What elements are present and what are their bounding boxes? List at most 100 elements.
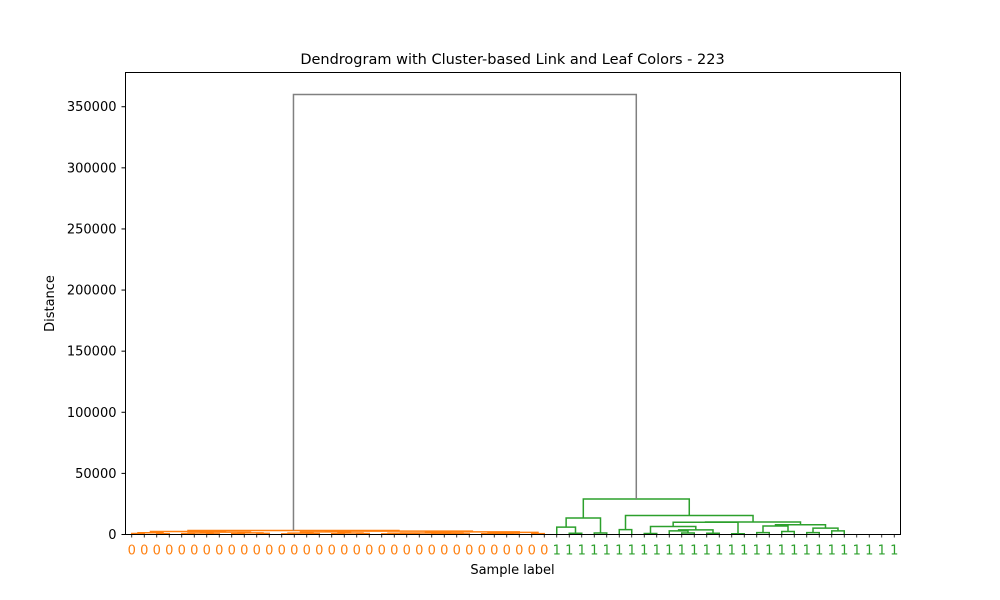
leaf-label: 1 [753, 544, 761, 559]
chart-title: Dendrogram with Cluster-based Link and L… [300, 52, 724, 68]
x-axis-label: Sample label [470, 563, 554, 578]
y-tick-label: 100000 [67, 406, 117, 421]
leaf-label: 1 [678, 544, 686, 559]
leaf-label: 0 [265, 544, 273, 559]
leaf-label: 1 [728, 544, 736, 559]
leaf-label: 0 [440, 544, 448, 559]
leaf-label: 1 [628, 544, 636, 559]
y-tick-label: 150000 [67, 345, 117, 360]
dendrogram-link [831, 530, 845, 535]
leaf-label: 1 [790, 544, 798, 559]
leaf-label: 0 [215, 544, 223, 559]
plot-frame [125, 72, 901, 535]
leaf-label: 0 [340, 544, 348, 559]
leaf-label: 0 [490, 544, 498, 559]
leaf-label: 0 [178, 544, 186, 559]
leaf-label: 1 [565, 544, 573, 559]
dendrogram-links [131, 93, 845, 535]
dendrogram-link [618, 528, 633, 535]
dendrogram-link [756, 531, 770, 535]
y-tick-label: 300000 [67, 161, 117, 176]
dendrogram-link [806, 531, 820, 535]
leaf-label: 1 [665, 544, 673, 559]
leaf-label: 0 [153, 544, 161, 559]
dendrogram-link [187, 529, 400, 532]
leaf-label: 1 [578, 544, 586, 559]
dendrogram-link [582, 498, 691, 518]
leaf-label: 1 [765, 544, 773, 559]
leaf-label: 0 [378, 544, 386, 559]
leaf-label: 0 [165, 544, 173, 559]
leaf-label: 1 [590, 544, 598, 559]
leaf-label: 1 [878, 544, 886, 559]
y-axis-label: Distance [43, 275, 58, 332]
leaf-label: 0 [503, 544, 511, 559]
y-tick-label: 50000 [75, 467, 116, 482]
leaf-label: 0 [278, 544, 286, 559]
leaf-label: 0 [415, 544, 423, 559]
leaf-label: 0 [228, 544, 236, 559]
leaf-label: 1 [840, 544, 848, 559]
dendrogram-link [137, 532, 164, 534]
leaf-label: 1 [815, 544, 823, 559]
dendrogram-link [677, 529, 714, 534]
leaf-label: 0 [190, 544, 198, 559]
leaf-label: 0 [328, 544, 336, 559]
leaf-label: 0 [453, 544, 461, 559]
dendrogram-link [292, 93, 638, 531]
leaf-label: 0 [303, 544, 311, 559]
leaf-label: 0 [315, 544, 323, 559]
leaf-label: 0 [540, 544, 548, 559]
dendrogram-link [187, 532, 214, 534]
leaf-label: 1 [828, 544, 836, 559]
dendrogram-link [672, 521, 739, 534]
leaf-label: 0 [253, 544, 261, 559]
leaf-label: 0 [128, 544, 136, 559]
leaf-label: 1 [803, 544, 811, 559]
dendrogram-link [237, 532, 264, 534]
leaf-label: 1 [553, 544, 561, 559]
leaf-label: 0 [140, 544, 148, 559]
leaf-label: 0 [290, 544, 298, 559]
leaf-label: 1 [603, 544, 611, 559]
leaf-label: 1 [740, 544, 748, 559]
leaf-label: 0 [515, 544, 523, 559]
leaf-label: 1 [703, 544, 711, 559]
dendrogram-link [568, 532, 583, 535]
leaf-label: 1 [853, 544, 861, 559]
dendrogram-link [706, 532, 720, 535]
y-tick-label: 200000 [67, 284, 117, 299]
y-tick-label: 350000 [67, 100, 117, 115]
dendrogram-link [487, 532, 514, 535]
dendrogram-link [624, 514, 754, 530]
y-tick-label: 250000 [67, 222, 117, 237]
leaf-label: 1 [690, 544, 698, 559]
leaf-label: 0 [240, 544, 248, 559]
dendrogram-link [287, 532, 314, 534]
dendrogram-link [565, 517, 602, 534]
leaf-label: 1 [778, 544, 786, 559]
dendrogram-link [556, 526, 577, 535]
leaf-label: 0 [528, 544, 536, 559]
leaf-label: 1 [653, 544, 661, 559]
y-axis: 0 50000 100000 150000 200000 250000 300000 3500… [67, 100, 126, 543]
y-tick-label: 0 [108, 528, 116, 543]
leaf-label: 0 [428, 544, 436, 559]
dendrogram-link [199, 531, 252, 534]
leaf-label: 0 [353, 544, 361, 559]
leaf-label: 1 [615, 544, 623, 559]
leaf-label: 0 [478, 544, 486, 559]
leaf-label: 0 [403, 544, 411, 559]
leaf-label: 1 [640, 544, 648, 559]
leaf-label: 1 [890, 544, 898, 559]
leaf-label: 1 [715, 544, 723, 559]
leaf-label: 1 [865, 544, 873, 559]
leaf-label: 0 [365, 544, 373, 559]
dendrogram-link [337, 532, 364, 534]
dendrogram-link [649, 525, 697, 534]
leaf-label: 0 [203, 544, 211, 559]
leaf-label: 0 [465, 544, 473, 559]
leaf-label: 0 [390, 544, 398, 559]
